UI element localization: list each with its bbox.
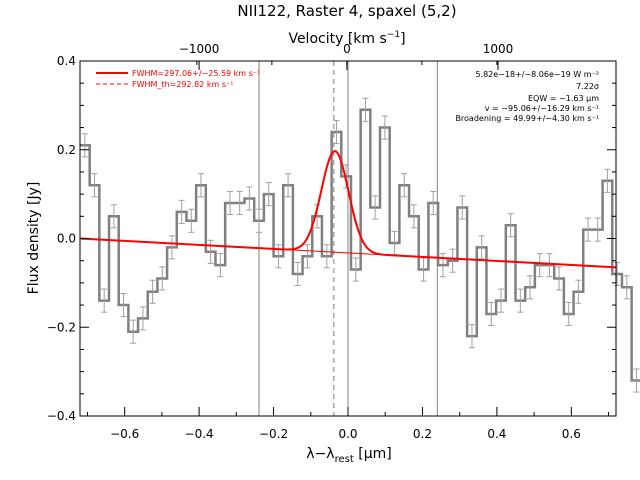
y-tick-label: −0.4 — [47, 409, 76, 423]
error-bar — [101, 288, 108, 313]
error-bar — [168, 235, 175, 260]
annotation-line-4: v = −95.06+/−16.29 km s⁻¹ — [485, 104, 599, 113]
top-tick-label: 0 — [343, 42, 351, 56]
error-bar — [265, 182, 272, 207]
y-tick-label: 0.4 — [57, 54, 76, 68]
error-bar — [178, 199, 185, 224]
top-tick-label: −1000 — [179, 42, 220, 56]
annotation-line-1: 5.82e−18+/−8.06e−19 W m⁻² — [475, 70, 599, 79]
error-bar — [546, 253, 553, 278]
error-bar — [556, 266, 563, 291]
error-bar — [352, 257, 359, 282]
error-bar — [207, 239, 214, 264]
error-bar — [459, 195, 466, 220]
error-bar — [372, 195, 379, 220]
error-bar — [468, 324, 475, 349]
error-bar — [478, 235, 485, 260]
error-bar — [585, 217, 592, 242]
annotation-line-5: Broadening = 49.99+/−4.30 km s⁻¹ — [455, 114, 599, 123]
x-tick-label: −0.2 — [259, 427, 288, 441]
top-axis-label: Velocity [km s−1] — [288, 30, 405, 47]
error-bar — [91, 173, 98, 198]
y-tick-label: 0.0 — [57, 232, 76, 246]
error-bar — [256, 208, 263, 233]
error-bar — [304, 244, 311, 269]
error-bar — [139, 306, 146, 331]
chart-title: NII122, Raster 4, spaxel (5,2) — [237, 2, 456, 20]
legend-label: FWHM=297.06+/−25.59 km s⁻¹ — [132, 69, 260, 78]
error-bar — [333, 119, 340, 145]
error-bar — [488, 301, 495, 326]
error-bar — [633, 368, 640, 393]
error-bar — [507, 213, 514, 238]
gaussian-fit-line — [79, 150, 617, 269]
x-tick-label: −0.4 — [185, 427, 214, 441]
error-bar — [575, 279, 582, 304]
error-bar — [410, 204, 417, 229]
error-bar — [536, 253, 543, 278]
annotation-line-2: 7.22σ — [576, 82, 599, 91]
error-bar — [623, 275, 630, 300]
error-bar — [110, 204, 117, 229]
error-bar — [497, 288, 504, 313]
error-bar — [149, 279, 156, 304]
x-tick-label: 0.4 — [487, 427, 506, 441]
error-bar — [401, 173, 408, 198]
error-bar — [197, 173, 204, 198]
fit-series — [79, 150, 617, 269]
x-tick-label: 0.2 — [413, 427, 432, 441]
x-tick-label: −0.6 — [110, 427, 139, 441]
error-bar — [449, 248, 456, 273]
error-bar — [120, 293, 127, 318]
error-bar — [430, 190, 437, 216]
legend-label: FWHM_th=292.82 km s⁻¹ — [132, 80, 233, 89]
error-bar — [594, 217, 601, 242]
error-bar — [565, 301, 572, 326]
error-bar — [217, 253, 224, 278]
spectrum-histogram — [80, 108, 640, 382]
error-bar — [130, 319, 137, 344]
error-bar — [323, 244, 330, 269]
y-tick-label: 0.2 — [57, 143, 76, 157]
axes: −0.6 −0.4 −0.2 0.0 0.2 0.4 0.6 −0.4 −0.2 0.0 0.2 0.… — [47, 42, 617, 441]
y-tick-label: −0.2 — [47, 320, 76, 334]
error-bar — [236, 190, 243, 216]
x-tick-label: 0.6 — [562, 427, 581, 441]
error-bar — [614, 261, 621, 287]
error-bar — [294, 261, 301, 287]
error-bar — [159, 266, 166, 291]
x-tick-label: 0.0 — [338, 427, 357, 441]
legend: FWHM=297.06+/−25.59 km s⁻¹ FWHM_th=292.82… — [96, 69, 260, 89]
annotation-line-3: EQW = −1.63 μm — [528, 94, 599, 103]
spectrum-series — [80, 97, 640, 393]
error-bar — [527, 275, 534, 300]
error-bar — [285, 173, 292, 198]
error-bar — [188, 208, 195, 233]
error-bar — [81, 133, 88, 158]
reference-lines — [258, 61, 438, 416]
error-bar — [604, 168, 611, 193]
y-axis-label: Flux density [Jy] — [26, 182, 42, 295]
error-bar — [517, 288, 524, 313]
error-bar — [246, 186, 253, 211]
error-bar — [362, 97, 369, 122]
error-bar — [381, 115, 388, 140]
x-axis-label: λ−λrest [μm] — [306, 446, 391, 465]
fit-annotations: 5.82e−18+/−8.06e−19 W m⁻² 7.22σ EQW = −1.6… — [455, 70, 599, 123]
top-tick-label: 1000 — [483, 42, 514, 56]
error-bar — [227, 190, 234, 216]
